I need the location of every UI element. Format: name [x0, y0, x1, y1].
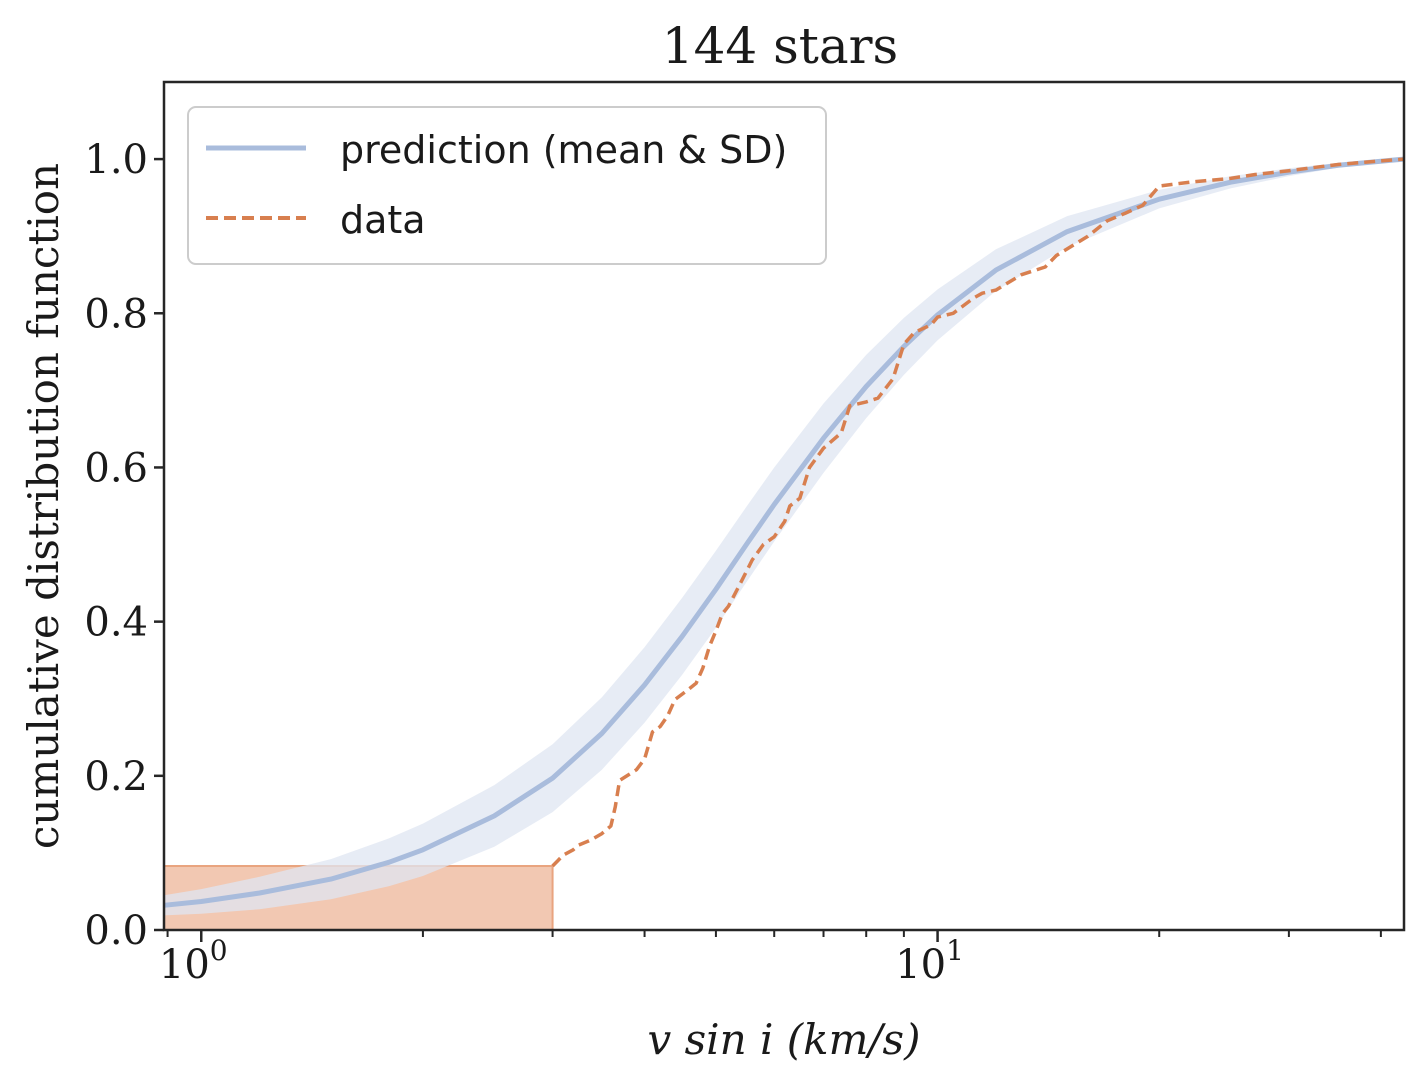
y-tick-label: 1.0: [84, 137, 148, 183]
data-line-layer: [551, 157, 1405, 868]
chart-title: 144 stars: [662, 17, 898, 75]
x-axis-label: v sin i (km/s): [648, 1015, 921, 1064]
data-line: [551, 157, 1405, 868]
plot-frame: [162, 80, 1406, 932]
x-tick-label: 100: [159, 934, 228, 988]
legend-prediction-label: prediction (mean & SD): [340, 128, 787, 172]
legend-frame: [187, 106, 827, 265]
y-axis-label: cumulative distribution function: [19, 163, 68, 849]
legend: prediction (mean & SD) data: [187, 106, 827, 265]
y-tick-label: 0.4: [84, 600, 148, 646]
y-tick-label: 0.8: [84, 291, 148, 337]
legend-data-label: data: [340, 198, 426, 242]
y-tick-label: 0.2: [84, 754, 148, 800]
y-tick-label: 0.0: [84, 908, 148, 954]
y-tick-label: 0.6: [84, 445, 148, 491]
x-tick-label: 101: [895, 934, 964, 988]
prediction-mean-layer: [163, 156, 1405, 908]
prediction-mean-line: [163, 156, 1405, 908]
axis-ticks: 0.0 0.2 0.4 0.6 0.8 1.0 100 101: [84, 137, 1382, 988]
